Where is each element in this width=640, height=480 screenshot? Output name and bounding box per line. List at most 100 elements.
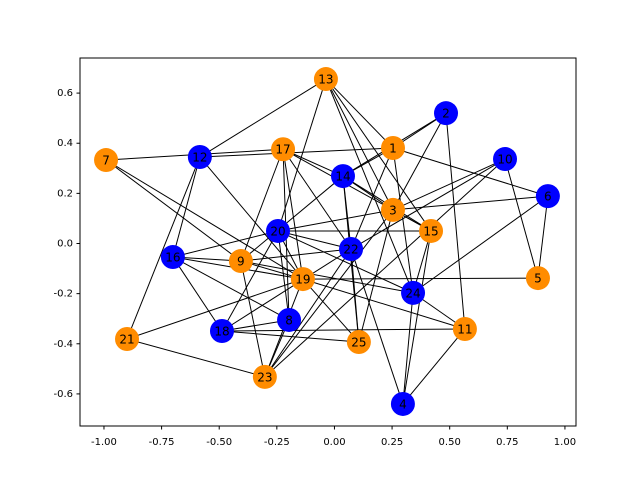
edge: [277, 78, 327, 232]
edge: [325, 78, 394, 149]
y-tick-label: -0.4: [53, 339, 73, 350]
edge: [402, 230, 432, 405]
node-label: 21: [119, 333, 134, 347]
edge: [350, 158, 506, 250]
x-tick-label: -0.50: [206, 437, 232, 448]
edge: [199, 147, 394, 158]
edge: [277, 209, 394, 232]
edge: [240, 248, 352, 262]
node: [265, 218, 290, 243]
node: [525, 266, 550, 291]
edge: [445, 113, 466, 330]
nodes: 1234567891011121314151617181920212223242…: [94, 67, 560, 416]
axes-frame: [79, 57, 577, 427]
node-label: 20: [270, 224, 285, 238]
edge: [325, 78, 414, 294]
node: [346, 330, 371, 355]
edge: [537, 196, 549, 279]
edge: [105, 159, 242, 262]
node-label: 14: [335, 170, 350, 184]
node-label: 18: [214, 324, 229, 338]
edge: [325, 78, 432, 232]
edge: [302, 278, 466, 330]
edge: [240, 149, 284, 262]
edge: [172, 230, 279, 258]
node-label: 8: [285, 313, 293, 327]
node: [187, 145, 212, 170]
node-label: 6: [544, 190, 552, 204]
edge: [402, 292, 414, 404]
x-tick-label: 0.25: [381, 437, 403, 448]
edge: [282, 148, 352, 250]
node: [313, 67, 338, 92]
node: [209, 318, 234, 343]
node-label: 25: [351, 336, 366, 350]
node-label: 5: [534, 272, 542, 286]
edge: [282, 149, 304, 280]
x-tick-label: 0.00: [323, 437, 345, 448]
edge: [172, 256, 223, 332]
node: [434, 101, 459, 126]
node: [252, 364, 277, 389]
node-label: 16: [165, 251, 180, 265]
edge: [392, 112, 447, 211]
edge: [402, 328, 466, 405]
y-tick-label: -0.2: [53, 289, 73, 300]
edge: [264, 158, 506, 378]
node: [401, 280, 426, 305]
node: [535, 184, 560, 209]
node-label: 3: [389, 203, 397, 217]
x-tick-label: -1.00: [91, 437, 117, 448]
edge: [392, 147, 414, 293]
edge: [126, 278, 304, 340]
node: [94, 148, 119, 173]
node-label: 7: [102, 154, 110, 168]
node-label: 17: [275, 143, 290, 157]
y-tick-label: 0.4: [57, 138, 73, 149]
node-label: 24: [405, 286, 420, 300]
edge: [350, 248, 360, 343]
node: [330, 164, 355, 189]
x-tick-label: -0.25: [264, 437, 290, 448]
x-tick-label: -0.75: [149, 437, 175, 448]
edge: [240, 260, 266, 377]
edge: [172, 156, 201, 258]
node-label: 22: [343, 243, 358, 257]
node: [493, 147, 518, 172]
y-tick-label: -0.6: [53, 389, 73, 400]
edge: [240, 175, 344, 262]
edge: [221, 330, 359, 343]
node-label: 1: [389, 141, 397, 155]
edge: [264, 248, 352, 378]
node: [115, 327, 140, 352]
x-tick-label: 0.75: [496, 437, 518, 448]
node-label: 4: [399, 397, 407, 411]
node: [452, 316, 477, 341]
node-label: 10: [497, 153, 512, 167]
node: [160, 245, 185, 270]
node: [271, 137, 296, 162]
node: [380, 197, 405, 222]
node: [390, 391, 415, 416]
edge: [277, 230, 352, 250]
edge: [126, 338, 265, 378]
x-tick-label: 0.50: [439, 437, 461, 448]
node: [277, 307, 302, 332]
y-tick-label: 0.2: [57, 188, 73, 199]
node-label: 11: [457, 322, 472, 336]
node: [290, 267, 315, 292]
edge: [302, 277, 538, 280]
edge: [264, 209, 394, 378]
node: [339, 237, 364, 262]
edge: [221, 230, 279, 332]
edge: [325, 78, 394, 211]
edge: [277, 230, 414, 294]
node-label: 12: [192, 151, 207, 165]
y-tick-label: 0.0: [57, 239, 73, 250]
y-tick-label: 0.6: [57, 88, 73, 99]
edge: [172, 256, 290, 321]
edge: [240, 260, 414, 294]
node-label: 2: [442, 107, 450, 121]
node-label: 9: [237, 255, 245, 269]
